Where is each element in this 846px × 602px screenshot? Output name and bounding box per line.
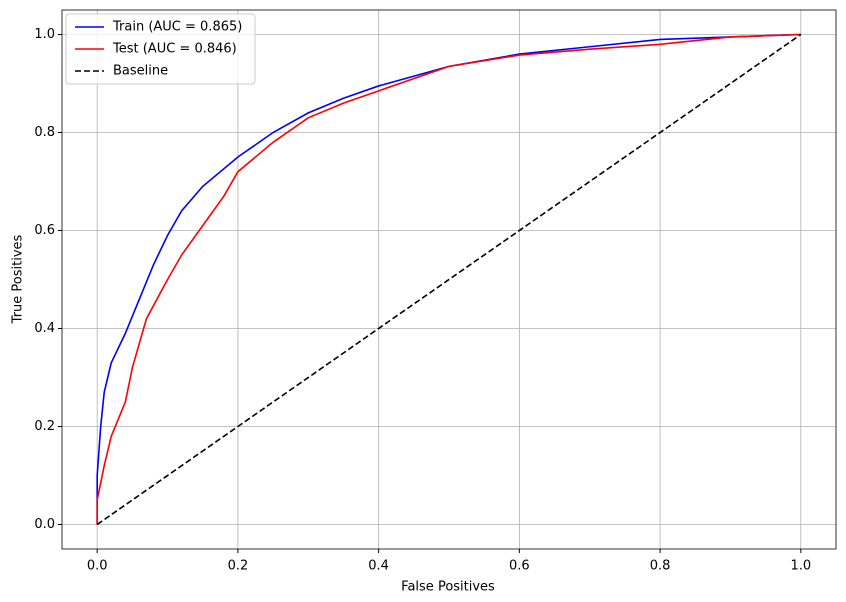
y-tick-label: 0.8 — [34, 125, 55, 140]
y-tick-label: 0.2 — [34, 419, 55, 434]
y-axis-label: True Positives — [11, 234, 26, 324]
y-tick-label: 0.0 — [34, 517, 55, 532]
plot-frame — [61, 9, 837, 550]
roc-line — [96, 33, 802, 526]
x-tick-label: 0.6 — [509, 559, 530, 574]
legend-label: Train (AUC = 0.865) — [112, 20, 242, 35]
legend-box — [65, 13, 256, 85]
y-tick-label: 0.6 — [34, 223, 55, 238]
y-tick-label: 1.0 — [34, 27, 55, 42]
x-tick-label: 0.0 — [87, 559, 108, 574]
x-tick-label: 0.4 — [368, 559, 389, 574]
roc-line — [96, 33, 801, 525]
x-tick-label: 1.0 — [790, 559, 811, 574]
x-axis-label: False Positives — [401, 580, 495, 595]
x-tick-label: 0.2 — [228, 559, 249, 574]
legend-label: Test (AUC = 0.846) — [112, 42, 237, 57]
x-tick-label: 0.8 — [650, 559, 671, 574]
legend-label: Baseline — [113, 64, 168, 79]
roc-line — [96, 33, 801, 525]
y-tick-label: 0.4 — [34, 321, 55, 336]
